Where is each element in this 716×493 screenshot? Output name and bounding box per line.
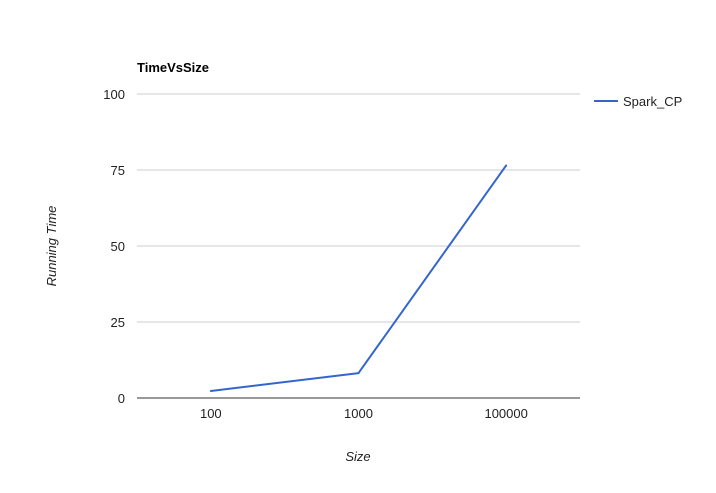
y-axis-ticks: 0 25 50 75 100 bbox=[103, 87, 125, 406]
legend-label: Spark_CP bbox=[623, 94, 682, 109]
x-axis-label: Size bbox=[345, 449, 370, 464]
gridlines bbox=[137, 93, 580, 399]
legend: Spark_CP bbox=[594, 94, 682, 109]
y-axis-label: Running Time bbox=[44, 206, 59, 287]
chart-title: TimeVsSize bbox=[137, 60, 209, 75]
x-tick-label: 1000 bbox=[344, 406, 373, 421]
y-tick-label: 75 bbox=[111, 163, 125, 178]
y-tick-label: 50 bbox=[111, 239, 125, 254]
x-tick-label: 100 bbox=[200, 406, 222, 421]
series-line bbox=[210, 164, 507, 393]
data-point bbox=[357, 372, 360, 375]
data-point bbox=[209, 390, 212, 393]
data-point bbox=[505, 164, 508, 167]
x-axis-ticks: 100 1000 100000 bbox=[200, 406, 528, 421]
y-tick-label: 0 bbox=[118, 391, 125, 406]
series-layer bbox=[209, 164, 508, 393]
x-tick-label: 100000 bbox=[484, 406, 527, 421]
y-tick-label: 25 bbox=[111, 315, 125, 330]
y-tick-label: 100 bbox=[103, 87, 125, 102]
